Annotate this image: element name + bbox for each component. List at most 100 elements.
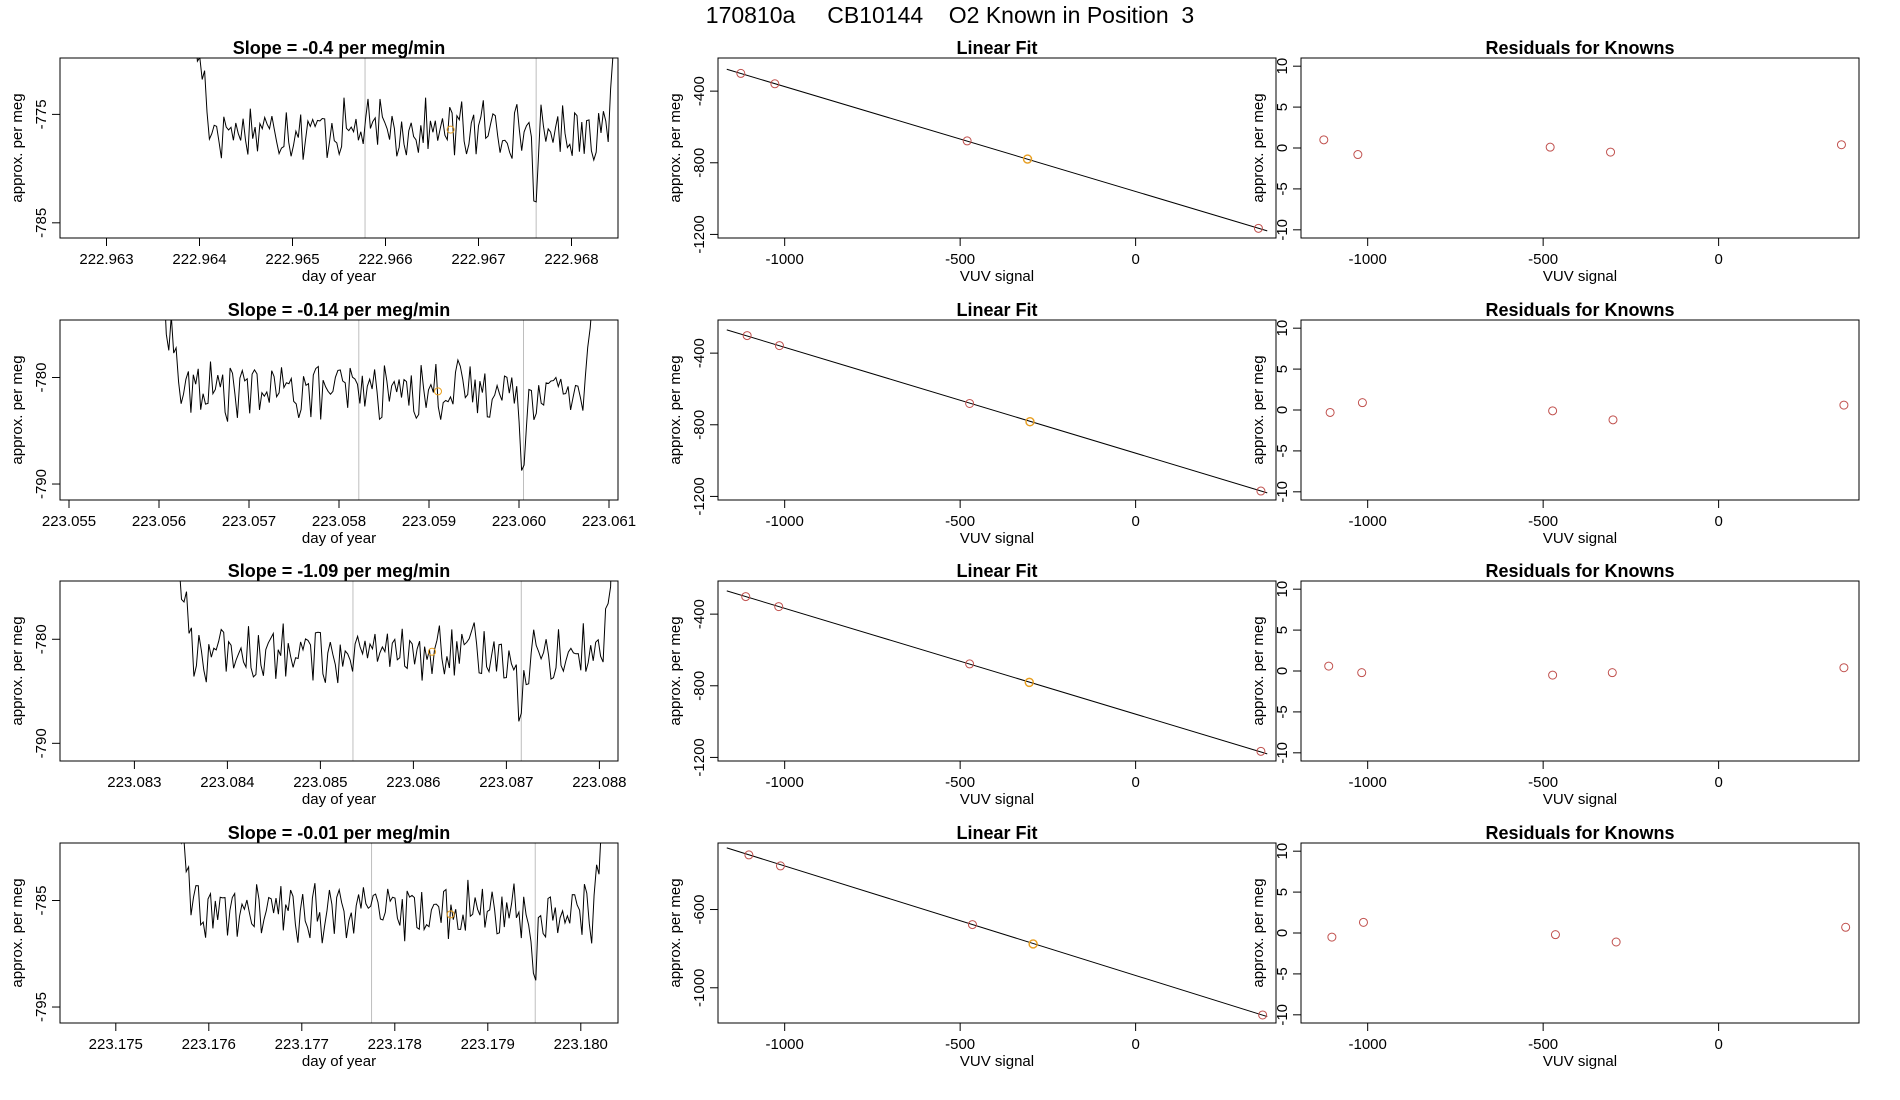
x-tick-label: 223.060 [492,513,546,530]
y-tick-label: -400 [691,338,708,368]
residual-point [1357,398,1367,408]
x-tick-label: 223.056 [132,513,186,530]
y-axis-label: approx. per meg [667,93,684,202]
x-tick-label: 223.177 [275,1036,329,1053]
x-tick-label: 223.175 [89,1036,143,1053]
y-axis-label: approx. per meg [1250,616,1267,725]
residual-point [1841,922,1851,932]
plot-area [179,581,612,761]
timeseries-panel: 223.175 223.176 223.177 223.178 223.179 223.1… [9,823,619,1070]
y-axis-label: approx. per meg [1250,93,1267,202]
plot-title: Residuals for Knowns [1485,300,1674,320]
fit-line [726,590,1268,755]
x-tick-label: 223.059 [402,513,456,530]
plot-frame [1300,842,1860,1024]
y-axis-label: approx. per meg [667,616,684,725]
x-tick-label: -1000 [765,774,803,791]
residual-point [1607,668,1617,678]
y-tick-label: -5 [1274,444,1291,457]
residual-point [1319,135,1329,145]
residual-point [1548,406,1558,416]
y-tick-label: -10 [1274,742,1291,764]
known-point [774,602,784,612]
x-tick-label: 222.968 [544,251,598,268]
x-tick-label: -500 [945,774,975,791]
x-tick-label: -500 [1528,774,1558,791]
residual-point [1327,932,1337,942]
known-point [736,68,746,78]
residual-point [1836,140,1846,150]
known-point [1253,223,1263,233]
x-tick-label: -1000 [1348,513,1386,530]
x-axis-label: day of year [302,1053,376,1070]
x-tick-label: 222.966 [358,251,412,268]
plot-title: Linear Fit [956,823,1037,843]
y-tick-label: 5 [1274,365,1291,373]
linear-fit-panel: -1000 -500 0 -400 -800 -1200 Linear Fit VUV sig… [667,300,1277,547]
highlight-point [1028,939,1038,949]
residual-point [1608,415,1618,425]
x-tick-label: 222.967 [451,251,505,268]
linear-fit-panel: -1000 -500 0 -400 -800 -1200 Linear Fit VUV sig… [667,38,1277,285]
y-tick-label: 10 [1274,320,1291,337]
y-tick-label: 10 [1274,581,1291,598]
y-tick-label: 0 [1274,406,1291,414]
residual-point [1550,930,1560,940]
fit-line [726,847,1268,1018]
x-tick-label: 223.083 [107,774,161,791]
x-tick-label: 223.179 [461,1036,515,1053]
signal-trace [165,320,592,471]
highlight-point [434,387,442,396]
x-tick-label: 223.176 [182,1036,236,1053]
plot-frame [1300,580,1860,762]
plot-frame [717,580,1277,762]
x-tick-label: -500 [945,513,975,530]
plot-frame [1300,319,1860,501]
x-tick-label: 222.963 [79,251,133,268]
residuals-panel: -1000 -500 0 10 5 0 -5 -10 Residuals for Knowns V… [1250,823,1860,1070]
plot-frame [717,842,1277,1024]
known-point [775,861,785,871]
y-axis-label: approx. per meg [667,355,684,464]
known-point [962,136,972,146]
x-tick-label: -1000 [1348,774,1386,791]
timeseries-panel: 223.083 223.084 223.085 223.086 223.087 223.0… [9,561,627,808]
y-tick-label: -775 [33,99,50,129]
signal-trace [179,581,612,722]
x-tick-label: 223.178 [368,1036,422,1053]
y-tick-label: -1200 [691,477,708,515]
plot-frame [717,57,1277,239]
x-axis-label: VUV signal [1543,530,1617,547]
y-tick-label: 0 [1274,144,1291,152]
plot-area [196,58,614,238]
plot-title: Residuals for Knowns [1485,823,1674,843]
y-tick-label: 0 [1274,667,1291,675]
x-tick-label: 0 [1714,513,1722,530]
y-tick-label: -1200 [691,215,708,253]
residuals-panel: -1000 -500 0 10 5 0 -5 -10 Residuals for Knowns V… [1250,561,1860,808]
y-tick-label: -400 [691,76,708,106]
x-axis-label: VUV signal [960,268,1034,285]
y-tick-label: -5 [1274,182,1291,195]
plot-area [180,843,602,1023]
y-axis-label: approx. per meg [9,355,26,464]
highlight-point [446,910,455,919]
x-tick-label: -500 [1528,513,1558,530]
residual-point [1839,663,1849,673]
y-tick-label: -1200 [691,738,708,776]
x-tick-label: 223.055 [42,513,96,530]
y-tick-label: -400 [691,599,708,629]
residual-point [1606,147,1616,157]
residual-point [1545,142,1555,152]
y-tick-label: -800 [691,671,708,701]
residual-point [1325,407,1335,417]
timeseries-panel: 222.963 222.964 222.965 222.966 222.967 222.9… [9,38,619,285]
x-tick-label: -1000 [1348,251,1386,268]
signal-trace [196,58,614,203]
fit-line [726,68,1268,232]
residual-point [1353,150,1363,160]
residual-point [1324,661,1334,671]
x-tick-label: -1000 [765,1036,803,1053]
known-point [741,592,751,602]
y-tick-label: -10 [1274,481,1291,503]
